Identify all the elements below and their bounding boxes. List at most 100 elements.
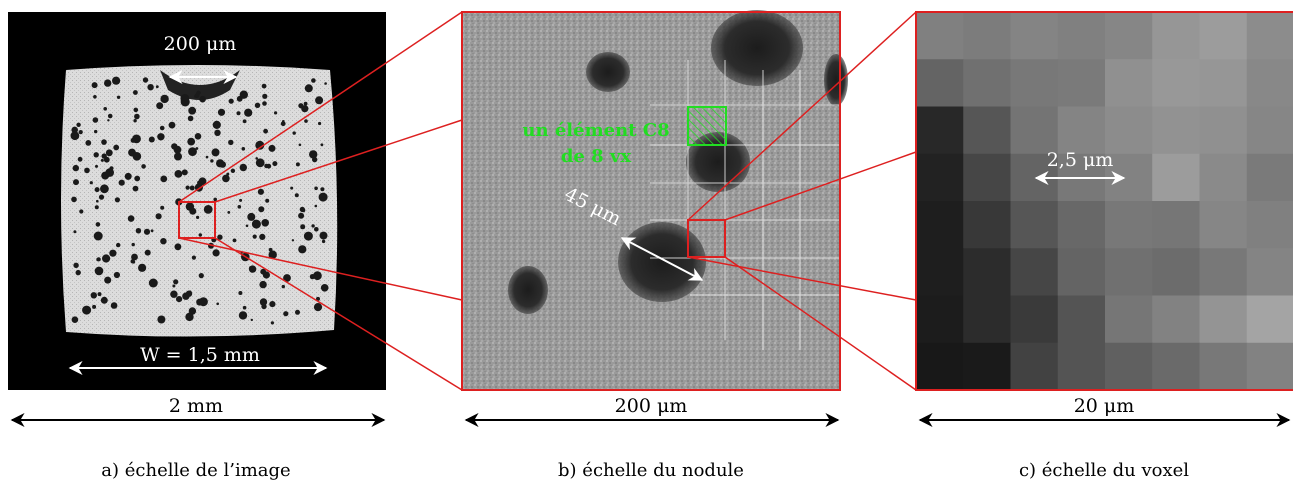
- pore: [150, 229, 154, 233]
- pore: [251, 219, 261, 229]
- pore: [194, 94, 198, 98]
- pore: [159, 125, 165, 131]
- pore: [198, 233, 202, 237]
- pore: [236, 111, 241, 116]
- pores: [70, 76, 329, 325]
- pore: [264, 163, 269, 169]
- pore: [280, 121, 286, 127]
- pore: [113, 271, 120, 279]
- pore: [283, 274, 291, 282]
- pore: [107, 113, 113, 119]
- pore: [187, 115, 194, 122]
- pore: [168, 121, 176, 129]
- pore: [320, 284, 329, 292]
- pore: [319, 231, 328, 240]
- pore: [320, 187, 325, 192]
- pore: [172, 284, 176, 288]
- pore: [226, 172, 230, 176]
- zoom-box-a: [178, 201, 216, 239]
- pore: [101, 153, 107, 159]
- pore: [76, 272, 80, 276]
- pore: [105, 149, 113, 157]
- pore: [112, 76, 121, 85]
- pore: [185, 312, 194, 322]
- pore: [93, 95, 97, 99]
- pore: [292, 131, 296, 135]
- pore: [148, 278, 158, 288]
- pore: [303, 231, 313, 241]
- pore: [188, 106, 197, 115]
- voxel: [1105, 106, 1153, 155]
- pore: [160, 205, 165, 210]
- pore: [244, 108, 253, 117]
- pore: [257, 188, 264, 195]
- pore: [301, 105, 309, 113]
- pore: [318, 121, 322, 126]
- pore: [174, 243, 182, 251]
- pore: [78, 130, 83, 135]
- pore: [324, 82, 327, 85]
- pore: [242, 119, 247, 124]
- pore: [130, 137, 136, 143]
- pore: [97, 292, 102, 297]
- pore: [160, 175, 168, 183]
- pore: [281, 284, 285, 289]
- pore: [194, 133, 202, 140]
- voxel: [1152, 342, 1200, 391]
- pore: [131, 242, 135, 247]
- voxel: [1105, 201, 1153, 249]
- pore: [118, 179, 125, 186]
- pore: [129, 174, 132, 177]
- panel-b: un élément C8 de 8 vx 45 μm 200 μm b) éc…: [462, 10, 848, 481]
- voxel: [1057, 59, 1106, 107]
- pore: [94, 266, 104, 276]
- pore: [314, 204, 318, 208]
- pore: [189, 207, 197, 215]
- pore: [198, 273, 204, 279]
- pore: [116, 242, 121, 248]
- voxel: [916, 248, 964, 296]
- pore: [301, 208, 306, 213]
- voxel: [1057, 248, 1106, 296]
- pore: [134, 175, 141, 182]
- voxel: [963, 201, 1011, 249]
- pore: [93, 152, 99, 158]
- connector-b-c: [687, 11, 917, 391]
- voxel: [1057, 201, 1106, 249]
- pore: [294, 193, 299, 198]
- pore: [148, 136, 155, 143]
- voxel: [916, 201, 964, 249]
- pore: [216, 302, 219, 306]
- pore: [259, 233, 266, 240]
- voxel: [1010, 342, 1059, 391]
- pore: [90, 292, 98, 299]
- pore: [298, 143, 302, 147]
- pore: [314, 186, 318, 191]
- pore: [100, 296, 108, 304]
- pore: [252, 234, 257, 239]
- pore: [92, 117, 99, 123]
- pore: [133, 107, 139, 113]
- pore: [104, 79, 112, 87]
- pore: [255, 140, 265, 150]
- scale-label-c: 20 μm: [1074, 395, 1135, 417]
- pore: [160, 94, 169, 104]
- sample-edge-shadow: [160, 70, 240, 100]
- pore: [196, 215, 200, 219]
- pore: [187, 137, 196, 146]
- pore: [134, 113, 140, 120]
- pore: [174, 170, 183, 178]
- pore: [255, 158, 265, 168]
- voxel: [1199, 342, 1248, 391]
- pore: [309, 150, 318, 159]
- pore: [144, 249, 151, 256]
- pore: [114, 197, 120, 203]
- pore: [189, 185, 195, 191]
- pore: [188, 307, 197, 315]
- label-top-width: 200 μm: [164, 33, 237, 55]
- voxel: [1246, 295, 1293, 344]
- voxel: [1199, 201, 1248, 249]
- pore: [185, 185, 190, 190]
- pore: [147, 84, 154, 91]
